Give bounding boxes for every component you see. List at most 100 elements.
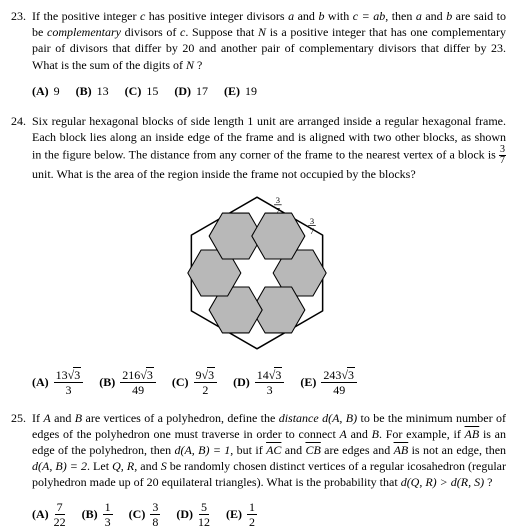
text: . For example, if: [379, 427, 465, 441]
denominator: 7: [500, 156, 505, 166]
text: and: [281, 443, 305, 457]
choice-e: (E) 19: [224, 83, 257, 99]
denominator: 3: [267, 383, 273, 396]
var-n: N: [258, 25, 266, 39]
answer-choices: (A) 9 (B)13 (C)15 (D) 17 (E) 19: [32, 83, 506, 99]
numerator: 7: [55, 501, 65, 515]
numerator: 243√3: [323, 368, 355, 382]
choice-b: (B) 216√349: [99, 369, 156, 396]
equation: c = ab: [353, 9, 385, 23]
choice-label: (B): [76, 83, 92, 99]
em: distance: [279, 411, 319, 425]
vars: Q, R,: [112, 459, 137, 473]
choice-value: 17: [196, 83, 208, 99]
denominator: 3: [105, 515, 111, 528]
choice-b: (B)13: [82, 501, 113, 528]
problem-number: 24.: [8, 113, 32, 183]
choice-a: (A) 13√33: [32, 369, 83, 396]
numerator: 216√3: [122, 368, 154, 382]
denominator: 2: [202, 383, 208, 396]
hexagon-figure: 3737: [8, 193, 506, 357]
text: and: [137, 459, 160, 473]
text: ?: [484, 475, 492, 489]
choice-label: (D): [174, 83, 191, 99]
answer-choices: (A)13√33 (B)216√349 (C)9√32 (D)14√33 (E)…: [32, 369, 506, 396]
choice-label: (D): [233, 374, 250, 390]
problem-number: 23.: [8, 8, 32, 73]
numerator: 3: [150, 501, 160, 515]
fraction: 12: [247, 501, 257, 528]
numerator: 5: [199, 501, 209, 515]
problem-text: If A and B are vertices of a polyhedron,…: [32, 410, 506, 491]
choice-c: (C)15: [125, 83, 159, 99]
text: ?: [194, 58, 202, 72]
text: . Let: [87, 459, 112, 473]
equation: d(A, B) = 1: [174, 443, 230, 457]
text: has positive integer divisors: [145, 9, 288, 23]
var-n: N: [186, 58, 194, 72]
text: If the positive integer: [32, 9, 140, 23]
text: If: [32, 411, 43, 425]
segment-ab: AB: [465, 427, 480, 441]
text: and: [51, 411, 75, 425]
text: , then: [385, 9, 416, 23]
numerator: 9√3: [196, 368, 216, 382]
problem-23: 23. If the positive integer c has positi…: [8, 8, 506, 99]
choice-label: (A): [32, 506, 49, 522]
choice-d: (D) 512: [176, 501, 210, 528]
denominator: 2: [249, 515, 255, 528]
svg-text:3: 3: [310, 215, 314, 225]
expr: d(A, B): [322, 411, 357, 425]
choice-b: (B)13: [76, 83, 109, 99]
problem-24: 24. Six regular hexagonal blocks of side…: [8, 113, 506, 396]
denominator: 22: [54, 515, 66, 528]
answer-choices: (A)722 (B)13 (C)38 (D)512 (E)12: [32, 501, 506, 528]
choice-e: (E) 12: [226, 501, 257, 528]
denominator: 49: [132, 383, 144, 396]
text: and: [294, 9, 318, 23]
numerator: 14√3: [257, 368, 283, 382]
choice-d: (D) 17: [174, 83, 208, 99]
choice-e: (E) 243√349: [300, 369, 357, 396]
choice-label: (A): [32, 374, 49, 390]
choice-label: (B): [99, 374, 115, 390]
text: , but if: [230, 443, 266, 457]
choice-value: 9: [54, 83, 60, 99]
text: with: [324, 9, 352, 23]
segment-cb: CB: [305, 443, 320, 457]
choice-label: (A): [32, 83, 49, 99]
fraction: 13: [103, 501, 113, 528]
denominator: 3: [65, 383, 71, 396]
text: are vertices of a polyhedron, define the: [82, 411, 279, 425]
choice-label: (E): [300, 374, 316, 390]
var-b: B: [372, 427, 379, 441]
text: Six regular hexagonal blocks of side len…: [32, 114, 506, 162]
choice-c: (C)9√32: [172, 369, 217, 396]
var-a: A: [43, 411, 50, 425]
text: divisors of: [121, 25, 180, 39]
choice-d: (D) 14√33: [233, 369, 284, 396]
numerator: 1: [103, 501, 113, 515]
text: and: [422, 9, 446, 23]
choice-label: (E): [224, 83, 240, 99]
text: are edges and: [321, 443, 394, 457]
numerator: 1: [247, 501, 257, 515]
svg-text:7: 7: [276, 205, 281, 215]
choice-label: (D): [176, 506, 193, 522]
fraction: 38: [150, 501, 160, 528]
choice-label: (E): [226, 506, 242, 522]
denominator: 49: [333, 383, 345, 396]
inequality: d(Q, R) > d(R, S): [401, 475, 484, 489]
svg-text:3: 3: [276, 194, 280, 204]
hexagon-svg: 3737: [167, 193, 347, 353]
problem-text: Six regular hexagonal blocks of side len…: [32, 113, 506, 183]
fraction: 512: [198, 501, 210, 528]
numerator: 13√3: [56, 368, 82, 382]
fraction: 37: [499, 145, 506, 166]
choice-value: 19: [245, 83, 257, 99]
choice-value: 15: [146, 83, 158, 99]
choice-label: (C): [125, 83, 142, 99]
text: is not an edge, then: [408, 443, 506, 457]
choice-a: (A) 9: [32, 83, 60, 99]
choice-c: (C)38: [129, 501, 161, 528]
